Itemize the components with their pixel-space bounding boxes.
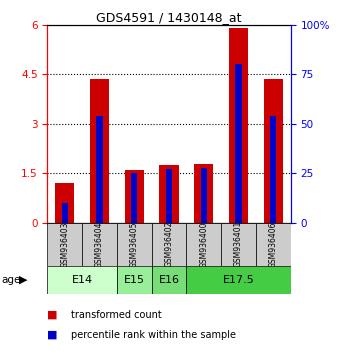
Text: GSM936405: GSM936405: [130, 221, 139, 268]
Bar: [47, 223, 82, 266]
Bar: [235, 64, 242, 223]
Text: age: age: [2, 275, 21, 285]
Text: GSM936403: GSM936403: [60, 221, 69, 268]
Bar: [166, 170, 172, 223]
Bar: [90, 79, 109, 223]
Text: GSM936400: GSM936400: [199, 221, 208, 268]
Text: ▶: ▶: [19, 275, 27, 285]
Bar: [96, 116, 103, 223]
Bar: [152, 266, 186, 294]
Bar: [256, 223, 291, 266]
Title: GDS4591 / 1430148_at: GDS4591 / 1430148_at: [96, 11, 242, 24]
Text: GSM936402: GSM936402: [165, 221, 173, 268]
Text: GSM936401: GSM936401: [234, 221, 243, 268]
Bar: [47, 266, 117, 294]
Bar: [160, 165, 178, 223]
Bar: [229, 28, 248, 223]
Text: ■: ■: [47, 330, 58, 339]
Text: transformed count: transformed count: [71, 310, 162, 320]
Bar: [117, 223, 152, 266]
Bar: [186, 223, 221, 266]
Text: percentile rank within the sample: percentile rank within the sample: [71, 330, 236, 339]
Bar: [270, 116, 276, 223]
Bar: [186, 266, 291, 294]
Bar: [194, 164, 213, 223]
Text: E15: E15: [124, 275, 145, 285]
Bar: [264, 79, 283, 223]
Bar: [117, 266, 152, 294]
Text: E17.5: E17.5: [223, 275, 255, 285]
Bar: [82, 223, 117, 266]
Bar: [152, 223, 186, 266]
Bar: [221, 223, 256, 266]
Text: ■: ■: [47, 310, 58, 320]
Bar: [125, 170, 144, 223]
Text: E16: E16: [159, 275, 179, 285]
Text: E14: E14: [72, 275, 93, 285]
Bar: [62, 203, 68, 223]
Text: GSM936406: GSM936406: [269, 221, 278, 268]
Bar: [55, 183, 74, 223]
Text: GSM936404: GSM936404: [95, 221, 104, 268]
Bar: [201, 167, 207, 223]
Bar: [131, 173, 137, 223]
